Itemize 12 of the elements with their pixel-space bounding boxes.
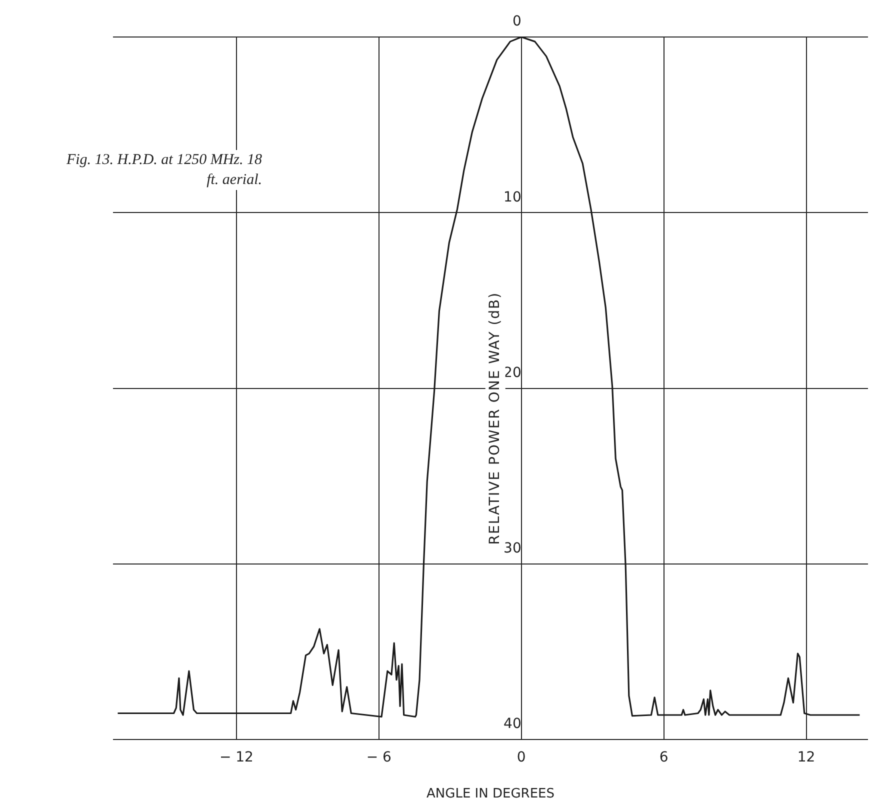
- x-tick-label: 6: [659, 750, 668, 766]
- x-tick-label: − 12: [219, 750, 254, 766]
- x-tick-label: 12: [797, 750, 816, 766]
- y-axis-title: RELATIVE POWER ONE WAY (dB): [487, 292, 504, 545]
- y-tick-label: 0: [512, 14, 522, 30]
- y-tick-label: 20: [504, 364, 522, 381]
- x-axis-title: ANGLE IN DEGREES: [426, 786, 554, 802]
- y-tick-label: 10: [504, 189, 522, 206]
- y-tick-label: 40: [504, 716, 522, 732]
- annotation: Fig. 13. H.P.D. at 1250 MHz. 18 ft. aerial.: [52, 150, 266, 190]
- x-tick-label: − 6: [366, 750, 392, 766]
- y-tick-label: 30: [504, 540, 522, 557]
